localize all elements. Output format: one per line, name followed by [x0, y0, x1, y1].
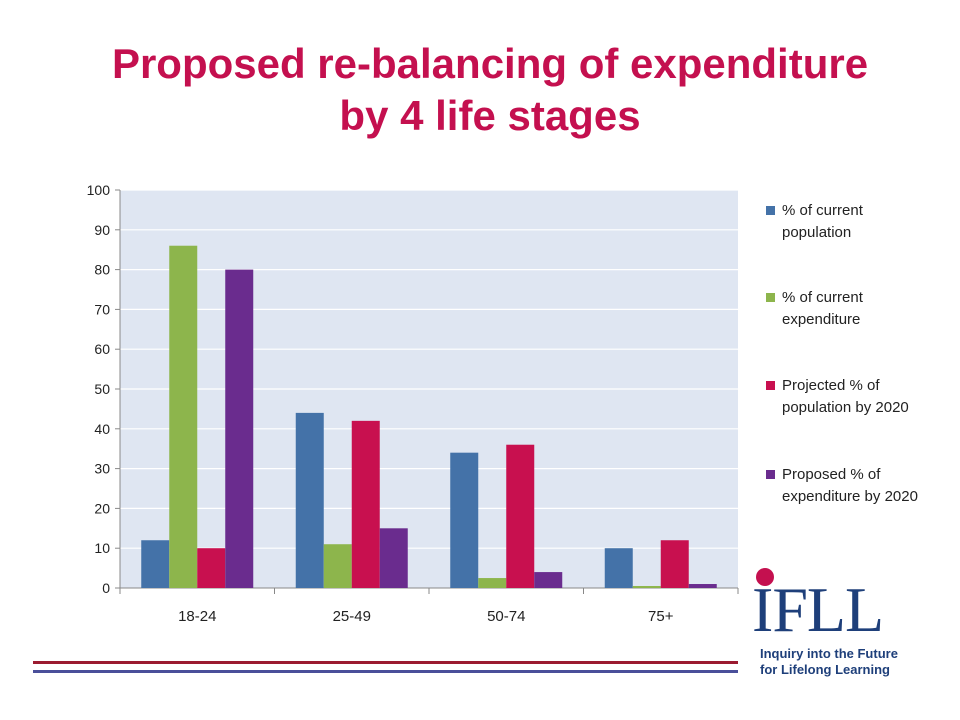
bar — [632, 586, 661, 588]
logo-subtitle-line-1: Inquiry into the Future — [760, 646, 898, 661]
logo-dot-icon — [756, 568, 774, 586]
legend-label: % of current expenditure — [782, 289, 863, 328]
legend-swatch — [766, 470, 775, 479]
legend-swatch — [766, 381, 775, 390]
footer-rule-red — [33, 661, 738, 664]
x-tick-label: 50-74 — [487, 608, 525, 625]
x-tick-label: 75+ — [648, 608, 674, 625]
bar — [688, 584, 717, 588]
bar — [351, 420, 380, 588]
legend-swatch — [766, 206, 775, 215]
title-line-2: by 4 life stages — [339, 92, 641, 139]
title-line-1: Proposed re-balancing of expenditure — [111, 40, 869, 87]
ifll-logo: IFLL Inquiry into the Future for Lifelon… — [752, 568, 902, 683]
y-tick-label: 40 — [94, 421, 110, 437]
bar — [534, 572, 563, 588]
y-tick-label: 100 — [87, 182, 111, 198]
legend-label: Proposed % of expenditure by 2020 — [782, 466, 918, 505]
x-tick-label: 25-49 — [333, 608, 371, 625]
y-tick-label: 60 — [94, 341, 110, 357]
bar — [660, 540, 689, 588]
y-tick-label: 70 — [94, 301, 110, 317]
slide-title: Proposed re-balancing of expenditure by … — [0, 38, 960, 142]
y-tick-label: 50 — [94, 381, 110, 397]
y-tick-label: 90 — [94, 222, 110, 238]
x-tick-label: 18-24 — [178, 608, 216, 625]
bar — [169, 245, 198, 588]
y-tick-label: 20 — [94, 500, 110, 516]
y-tick-label: 80 — [94, 262, 110, 278]
bar — [141, 540, 170, 588]
y-tick-label: 10 — [94, 540, 110, 556]
logo-subtitle-line-2: for Lifelong Learning — [760, 662, 890, 677]
legend-label: % of current population — [782, 202, 863, 241]
logo-subtitle: Inquiry into the Future for Lifelong Lea… — [760, 646, 908, 678]
y-tick-label: 0 — [102, 580, 110, 596]
bar — [604, 548, 633, 588]
bar — [450, 452, 479, 588]
bar — [197, 548, 226, 588]
logo-letters: IFLL — [752, 574, 884, 645]
legend-label: Projected % of population by 2020 — [782, 377, 909, 416]
bar — [478, 578, 507, 588]
bar — [225, 269, 254, 588]
bar — [323, 544, 352, 588]
y-tick-label: 30 — [94, 461, 110, 477]
bar — [295, 412, 324, 588]
footer-rule-blue — [33, 670, 738, 673]
bar — [506, 444, 535, 588]
legend-swatch — [766, 293, 775, 302]
bar — [379, 528, 408, 588]
